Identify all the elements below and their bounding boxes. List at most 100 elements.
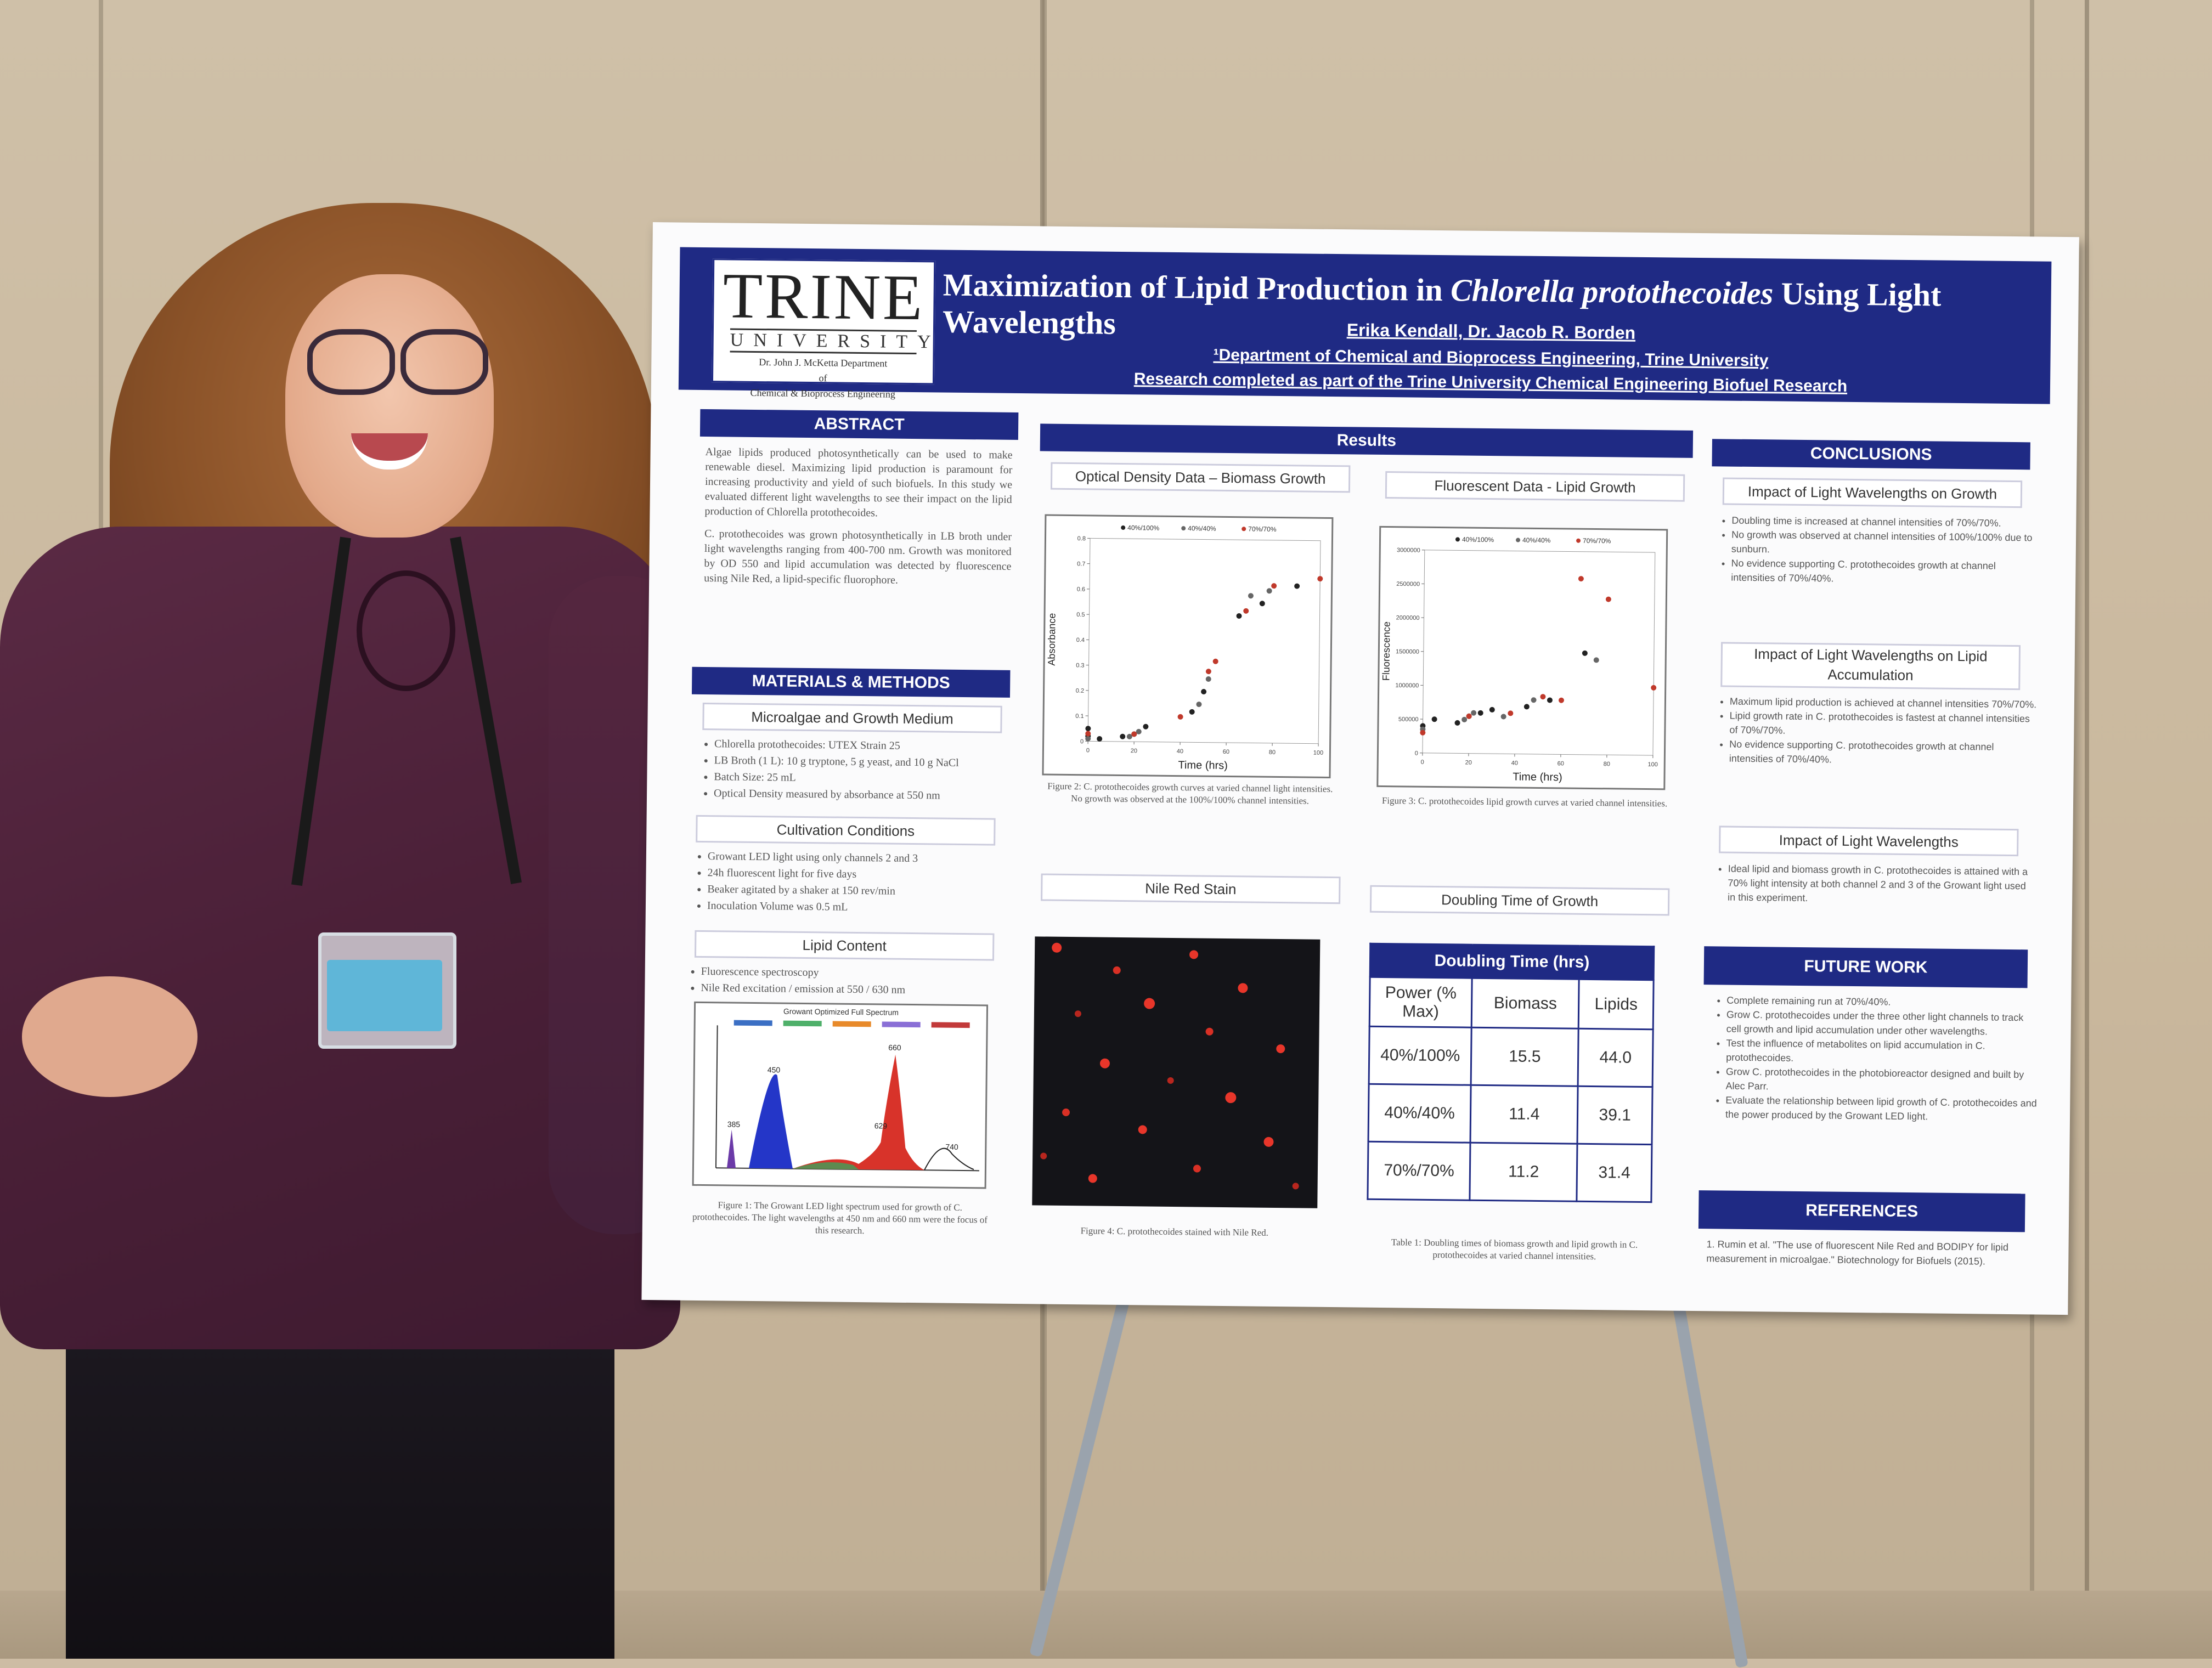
blouse-tie <box>357 570 455 691</box>
y-tick-label: 0.6 <box>1077 586 1085 593</box>
conclusions-subheading: Impact of Light Wavelengths on Growth <box>1723 477 2022 508</box>
table-row: 40%/100% 15.5 44.0 <box>1369 1026 1653 1087</box>
conclusions-heading: CONCLUSIONS <box>1712 439 2030 470</box>
table-caption: Table 1: Doubling times of biomass growt… <box>1366 1236 1662 1264</box>
spectrum-legend-swatch <box>734 1020 772 1026</box>
conclusions-subheading: Impact of Light Wavelengths on Lipid Acc… <box>1720 642 2021 690</box>
cell-dot <box>1206 1028 1214 1036</box>
cell-dot <box>1238 983 1248 993</box>
list-item: Ideal lipid and biomass growth in C. pro… <box>1728 862 2035 908</box>
list-item: Inoculation Volume was 0.5 mL <box>707 897 1014 917</box>
y-tick-label: 0.1 <box>1075 713 1084 720</box>
table-cell: 40%/40% <box>1368 1084 1471 1143</box>
table-cell: 40%/100% <box>1369 1026 1471 1085</box>
spectrum-peak-violet <box>727 1130 736 1168</box>
spectrum-legend-swatch <box>882 1021 921 1027</box>
spectrum-peak-blue <box>749 1074 794 1169</box>
list-item: Grow C. protothecoides under the three o… <box>1726 1008 2040 1039</box>
y-tick-label: 0.7 <box>1077 561 1085 567</box>
fl-chart-title: Fluorescent Data - Lipid Growth <box>1385 471 1685 502</box>
figure-caption: Figure 1: The Growant LED light spectrum… <box>692 1199 989 1239</box>
methods-subheading: Microalgae and Growth Medium <box>702 703 1002 733</box>
spectrum-legend-swatch <box>783 1021 822 1027</box>
peak-label: 660 <box>888 1043 901 1052</box>
x-tick-label: 60 <box>1223 749 1229 755</box>
cell-dot <box>1293 1183 1299 1189</box>
x-axis-label: Time (hrs) <box>1178 759 1228 772</box>
y-tick-label: 2500000 <box>1396 581 1420 587</box>
list-item: No growth was observed at channel intens… <box>1731 528 2039 559</box>
logo-dept-line: Dr. John J. McKetta Department <box>713 355 933 370</box>
conclusions-list: Doubling time is increased at channel in… <box>1719 513 2039 587</box>
reference-item: 1. Rumin et al. "The use of fluorescent … <box>1706 1237 2014 1269</box>
cell-dot <box>1144 998 1155 1009</box>
trine-logo: TRINE UNIVERSITY Dr. John J. McKetta Dep… <box>712 258 935 385</box>
cell-dot <box>1075 1010 1081 1017</box>
x-tick-label: 20 <box>1131 748 1137 754</box>
od-chart-title: Optical Density Data – Biomass Growth <box>1051 462 1350 493</box>
legend-entry: 70%/70% <box>1248 525 1277 533</box>
figure-caption: Figure 4: C. protothecoides stained with… <box>1032 1224 1317 1239</box>
logo-dept-line: of <box>713 371 933 385</box>
y-tick-label: 1000000 <box>1395 682 1419 689</box>
poster-header: TRINE UNIVERSITY Dr. John J. McKetta Dep… <box>679 247 2052 404</box>
doubling-title: Doubling Time of Growth <box>1370 885 1669 916</box>
doubling-time-table: Doubling Time (hrs) Power (% Max) Biomas… <box>1367 943 1655 1203</box>
logo-dept-line: Chemical & Bioprocess Engineering <box>713 386 933 400</box>
spectrum-figure: Growant Optimized Full Spectrum 385 450 … <box>692 1002 988 1189</box>
list-item: Test the influence of metabolites on lip… <box>1726 1036 2039 1068</box>
table-cell: 11.4 <box>1470 1085 1578 1144</box>
peak-label: 385 <box>727 1120 741 1129</box>
conclusions-list: Maximum lipid production is achieved at … <box>1717 694 2037 768</box>
y-axis-label: Absorbance <box>1046 613 1058 666</box>
name-badge <box>327 960 442 1031</box>
glasses-lens <box>307 329 395 395</box>
table-title: Doubling Time (hrs) <box>1370 943 1654 980</box>
poster-research-note: Research completed as part of the Trine … <box>942 368 2039 398</box>
spectrum-y-axis <box>716 1025 718 1168</box>
methods-subheading: Lipid Content <box>695 930 994 961</box>
y-tick-label: 0.3 <box>1076 662 1084 669</box>
peak-label: 450 <box>768 1065 781 1074</box>
methods-list: Chlorella protothecoides: UTEX Strain 25… <box>702 736 1022 805</box>
cell-dot <box>1276 1044 1285 1053</box>
table-cell: 39.1 <box>1577 1086 1652 1144</box>
table-header: Lipids <box>1579 979 1654 1029</box>
legend-marker <box>1455 537 1460 541</box>
logo-name: TRINE <box>714 263 934 330</box>
cell-dot <box>1040 1152 1047 1159</box>
abstract-paragraph: Algae lipids produced photosynthetically… <box>704 445 1012 522</box>
table-cell: 11.2 <box>1470 1143 1577 1201</box>
cell-dot <box>1193 1164 1201 1172</box>
table-row: 40%/40% 11.4 39.1 <box>1368 1084 1652 1144</box>
table-header: Power (% Max) <box>1369 977 1472 1027</box>
nile-red-cells <box>1032 936 1320 1208</box>
methods-list: Fluorescence spectroscopy Nile Red excit… <box>689 963 1019 999</box>
list-item: Evaluate the relationship between lipid … <box>1725 1093 2039 1125</box>
table-cell: 44.0 <box>1578 1028 1653 1087</box>
legend-marker <box>1576 539 1581 543</box>
y-tick-label: 3000000 <box>1397 547 1420 553</box>
x-tick-label: 20 <box>1465 760 1472 766</box>
table-cell: 70%/70% <box>1368 1141 1470 1200</box>
legend-marker <box>1121 525 1125 530</box>
spectrum-legend-swatch <box>833 1021 871 1027</box>
x-tick-label: 40 <box>1177 748 1183 755</box>
legend-entry: 40%/100% <box>1127 524 1160 532</box>
x-tick-label: 100 <box>1313 750 1323 756</box>
y-tick-label: 0 <box>1415 750 1418 757</box>
y-tick-label: 0.5 <box>1076 612 1085 618</box>
legend-entry: 40%/40% <box>1188 524 1216 533</box>
results-heading: Results <box>1040 423 1693 457</box>
table-header: Biomass <box>1471 978 1579 1028</box>
future-work-list: Complete remaining run at 70%/40%. Grow … <box>1713 993 2039 1124</box>
cell-dot <box>1189 950 1198 959</box>
plot-area <box>1088 538 1321 743</box>
cell-dot <box>1263 1137 1273 1147</box>
title-part: Maximization of Lipid Production in <box>943 267 1451 308</box>
y-tick-label: 2000000 <box>1396 615 1420 621</box>
figure-caption: Figure 2: C. protothecoides growth curve… <box>1042 780 1338 807</box>
cell-dot <box>1138 1125 1147 1134</box>
x-tick-label: 40 <box>1511 760 1518 766</box>
